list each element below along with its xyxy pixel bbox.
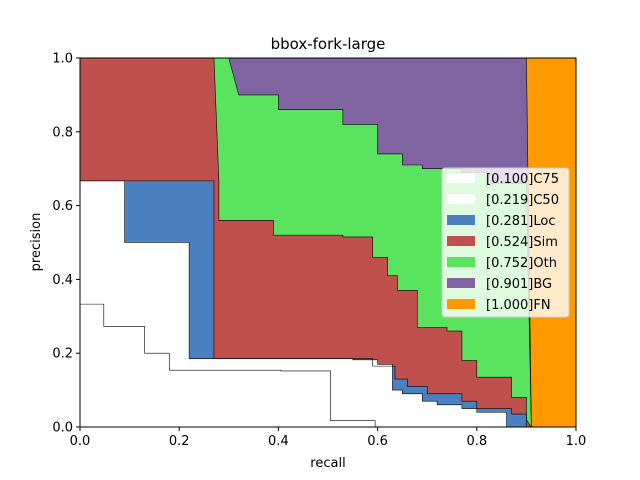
x-axis-label: recall [310,456,345,471]
legend-swatch [447,215,475,225]
x-tick-label: 1.0 [566,434,587,449]
x-tick-label: 0.2 [169,434,190,449]
legend-label: [0.524]Sim [486,235,558,250]
x-tick-label: 0.8 [466,434,487,449]
y-tick-label: 0.8 [52,125,73,140]
legend-swatch [447,257,475,267]
x-axis-ticks: 0.0 0.2 0.4 0.6 0.8 1.0 [70,427,587,449]
legend-swatch [447,173,475,183]
series-areas [80,58,576,427]
plot-frame [79,57,577,428]
legend-swatch [447,299,475,309]
legend-swatch [447,194,475,204]
y-axis-ticks: 0.0 0.2 0.4 0.6 0.8 1.0 [52,52,80,436]
legend-label: [0.752]Oth [486,256,557,271]
legend-label: [0.901]BG [486,277,552,292]
legend-swatch [447,236,475,246]
y-axis-label: precision [29,213,44,272]
y-tick-label: 0.0 [52,421,73,436]
y-tick-label: 0.2 [52,347,73,362]
legend-label: [0.219]C50 [486,193,559,208]
legend-label: [0.281]Loc [486,214,555,229]
legend-label: [1.000]FN [486,298,551,313]
area-0-219-c50 [80,180,532,427]
area-0-100-c75 [80,304,532,427]
outline-0-219-c50 [80,180,532,428]
y-tick-label: 0.4 [52,273,73,288]
chart-title: bbox-fork-large [271,35,386,53]
y-tick-label: 1.0 [52,52,73,67]
outline-0-524-sim [80,57,532,428]
legend-label: [0.100]C75 [486,172,559,187]
legend-swatch [447,278,475,288]
x-tick-label: 0.6 [367,434,388,449]
x-tick-label: 0.0 [70,434,91,449]
outline-0-100-c75 [80,303,532,428]
x-tick-label: 0.4 [268,434,289,449]
legend: [0.100]C75 [0.219]C50 [0.281]Loc [0.524]Sim… [441,167,570,318]
y-tick-label: 0.6 [52,199,73,214]
